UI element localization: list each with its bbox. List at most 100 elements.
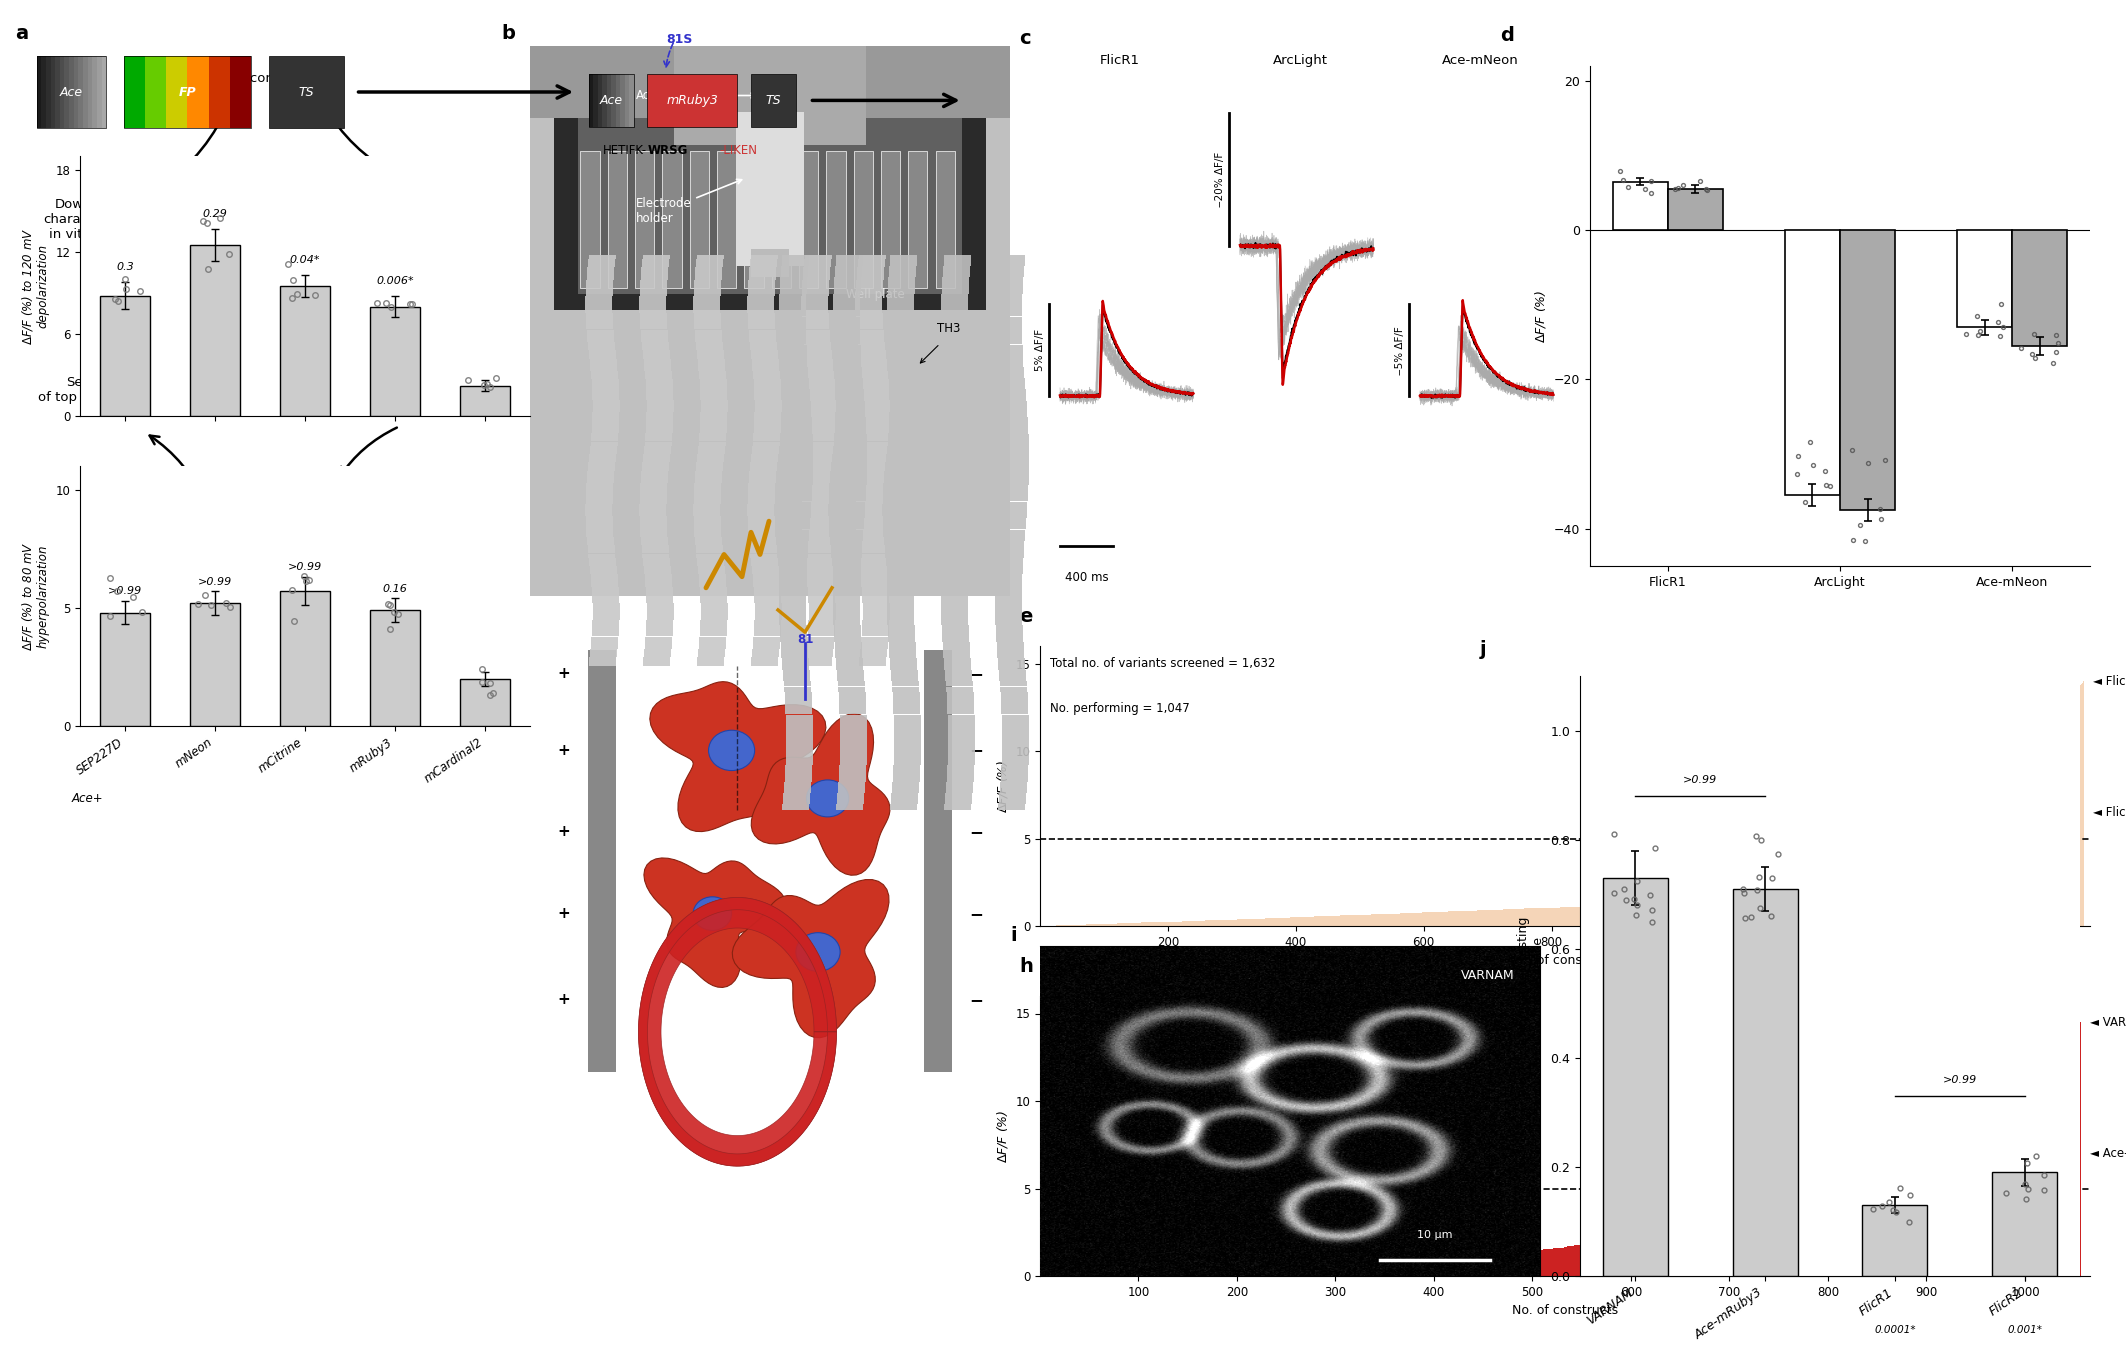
- Text: >0.99: >0.99: [287, 563, 323, 572]
- Bar: [593, 621, 619, 625]
- Bar: [861, 633, 889, 637]
- Bar: [889, 625, 914, 630]
- Bar: [1001, 456, 1029, 462]
- Bar: [702, 400, 727, 404]
- Bar: [1001, 479, 1029, 485]
- Bar: [995, 322, 1023, 327]
- Bar: [640, 330, 668, 334]
- Bar: [995, 327, 1023, 334]
- Bar: [802, 511, 829, 516]
- Bar: [748, 312, 774, 318]
- Bar: [750, 262, 776, 268]
- Bar: [808, 641, 833, 645]
- Bar: [840, 759, 867, 765]
- Bar: [123, 57, 251, 128]
- Bar: [887, 293, 914, 300]
- Bar: [593, 595, 619, 599]
- Bar: [699, 595, 727, 599]
- Bar: [36, 57, 40, 128]
- Bar: [1001, 771, 1029, 777]
- Bar: [833, 316, 859, 322]
- Bar: [861, 587, 889, 591]
- Bar: [889, 378, 916, 384]
- Bar: [787, 759, 812, 765]
- Text: ArcLight: ArcLight: [1273, 54, 1327, 67]
- Bar: [693, 529, 721, 533]
- Bar: [857, 276, 884, 280]
- Bar: [944, 389, 972, 394]
- Bar: [836, 254, 863, 260]
- Bar: [640, 322, 668, 326]
- Bar: [780, 552, 808, 557]
- Bar: [780, 293, 806, 300]
- Bar: [840, 468, 867, 474]
- Bar: [587, 334, 614, 338]
- Bar: [646, 611, 674, 615]
- Bar: [753, 637, 780, 641]
- Bar: [836, 267, 863, 272]
- Bar: [1001, 743, 1029, 748]
- Text: 0.29: 0.29: [202, 209, 227, 219]
- Bar: [995, 586, 1023, 591]
- Bar: [755, 425, 780, 429]
- Bar: [1001, 440, 1029, 446]
- Bar: [589, 561, 617, 565]
- Bar: [640, 491, 668, 495]
- Bar: [753, 571, 780, 575]
- Bar: [784, 777, 812, 782]
- Bar: [646, 615, 674, 621]
- Text: Total no. of variants screened = 1,056: Total no. of variants screened = 1,056: [1050, 1007, 1276, 1020]
- Bar: [840, 462, 867, 468]
- Bar: [893, 479, 921, 485]
- Bar: [887, 614, 914, 619]
- Bar: [833, 557, 861, 563]
- Bar: [699, 579, 727, 583]
- Bar: [838, 798, 863, 804]
- Bar: [1001, 731, 1029, 736]
- Bar: [699, 392, 727, 396]
- Bar: [891, 513, 918, 518]
- Bar: [804, 549, 831, 553]
- Bar: [942, 361, 969, 367]
- Bar: [808, 376, 833, 380]
- Bar: [459, 678, 510, 725]
- Bar: [748, 308, 774, 312]
- Bar: [621, 74, 625, 127]
- Text: d: d: [1501, 26, 1514, 44]
- Bar: [644, 657, 670, 661]
- Bar: [946, 507, 974, 513]
- Bar: [802, 491, 829, 495]
- Bar: [748, 276, 776, 280]
- Bar: [855, 499, 882, 503]
- Bar: [697, 254, 723, 258]
- Bar: [644, 653, 672, 657]
- Text: 5% ΔF/F: 5% ΔF/F: [1035, 330, 1046, 371]
- Bar: [591, 437, 619, 441]
- Bar: [942, 642, 969, 647]
- Bar: [840, 704, 865, 709]
- Bar: [753, 441, 780, 446]
- Bar: [806, 358, 833, 362]
- Bar: [887, 591, 914, 596]
- Bar: [948, 743, 976, 748]
- Bar: [840, 428, 867, 435]
- Bar: [697, 561, 725, 565]
- Bar: [893, 754, 921, 759]
- Bar: [946, 502, 974, 507]
- Bar: [855, 312, 882, 318]
- Text: h: h: [1018, 957, 1033, 976]
- Bar: [753, 583, 780, 587]
- Bar: [802, 529, 829, 533]
- Bar: [942, 272, 969, 277]
- Bar: [697, 354, 725, 358]
- Bar: [748, 479, 776, 483]
- Bar: [755, 388, 780, 392]
- Bar: [948, 765, 974, 770]
- Bar: [893, 771, 921, 777]
- Polygon shape: [638, 898, 836, 1166]
- Text: j: j: [1480, 639, 1486, 660]
- Bar: [802, 533, 829, 537]
- Bar: [833, 608, 861, 614]
- Bar: [693, 304, 721, 308]
- Bar: [808, 599, 836, 603]
